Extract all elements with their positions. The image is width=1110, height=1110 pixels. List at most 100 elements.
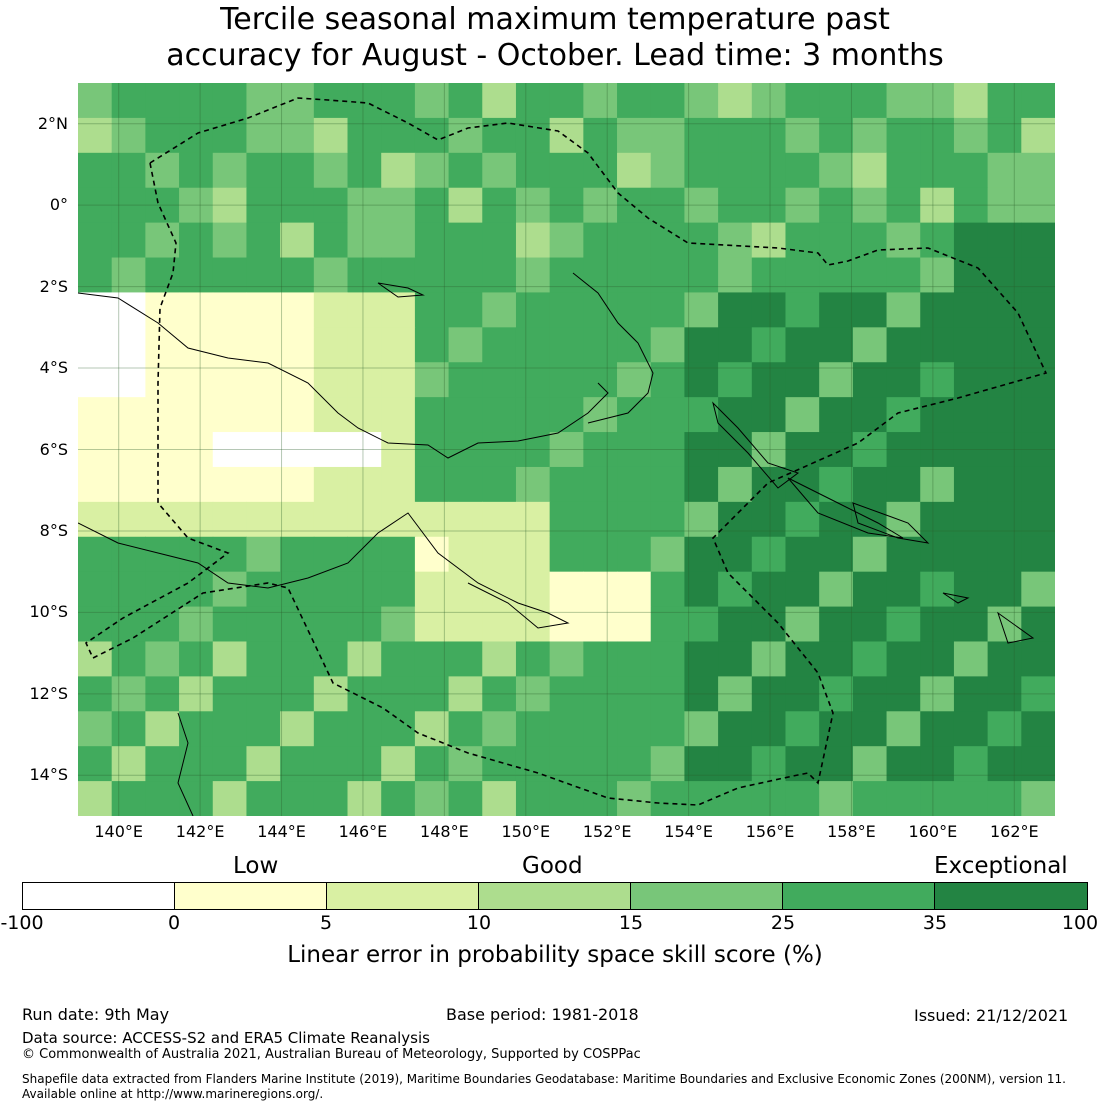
skill-cell xyxy=(718,292,753,328)
skill-cell xyxy=(684,781,719,816)
data-source: Data source: ACCESS-S2 and ERA5 Climate … xyxy=(22,1029,430,1047)
skill-cell xyxy=(718,152,753,189)
skill-cell xyxy=(179,187,214,224)
skill-cell xyxy=(280,117,315,154)
skill-cell xyxy=(920,781,955,816)
latitude-label: 10°S xyxy=(29,602,68,622)
skill-cell xyxy=(111,152,146,189)
colorbar-tick: 35 xyxy=(922,912,948,934)
colorbar-segment xyxy=(935,883,1087,909)
skill-cell xyxy=(819,501,854,538)
colorbar-tick: -100 xyxy=(0,912,44,934)
skill-cell xyxy=(482,606,517,642)
skill-cell xyxy=(852,536,888,573)
skill-cell xyxy=(246,711,281,747)
skill-cell xyxy=(347,432,382,468)
skill-cell xyxy=(953,571,989,608)
skill-cell xyxy=(347,327,382,363)
skill-cell xyxy=(414,676,450,712)
skill-cell xyxy=(179,432,214,468)
skill-cell xyxy=(111,397,146,433)
skill-cell xyxy=(549,466,584,503)
skill-cell xyxy=(280,466,315,503)
skill-cell xyxy=(920,466,955,503)
skill-cell xyxy=(179,397,214,433)
skill-cell xyxy=(381,83,416,119)
skill-cell xyxy=(549,781,584,816)
skill-cell xyxy=(819,222,854,259)
skill-cell xyxy=(1021,606,1055,642)
skill-cell xyxy=(246,746,281,782)
skill-cell xyxy=(482,327,517,363)
skill-cell xyxy=(414,187,450,224)
skill-cell xyxy=(448,711,483,747)
skill-cell xyxy=(246,781,281,816)
skill-cell xyxy=(280,571,315,608)
skill-cell xyxy=(414,711,450,747)
skill-cell xyxy=(953,83,989,119)
skill-cell xyxy=(953,466,989,503)
skill-cell xyxy=(953,327,989,363)
skill-cell xyxy=(347,676,382,712)
skill-cell xyxy=(280,536,315,573)
skill-cell xyxy=(549,641,584,677)
skill-cell xyxy=(448,571,483,608)
skill-cell xyxy=(920,257,955,293)
skill-cell xyxy=(718,257,753,293)
skill-cell xyxy=(1021,117,1055,154)
skill-cell xyxy=(718,676,753,712)
latitude-label: 2°N xyxy=(37,113,68,133)
skill-cell xyxy=(852,257,888,293)
skill-cell xyxy=(414,222,450,259)
skill-cell xyxy=(246,152,281,189)
skill-cell xyxy=(718,466,753,503)
coastlines xyxy=(78,272,1035,816)
colorbar-tick: 10 xyxy=(466,912,492,934)
skill-cell xyxy=(684,257,719,293)
skill-cell xyxy=(617,746,652,782)
skill-cell xyxy=(583,257,618,293)
skill-cell xyxy=(987,257,1022,293)
skill-cell xyxy=(448,536,483,573)
skill-cell xyxy=(583,327,618,363)
skill-cell xyxy=(684,292,719,328)
skill-cell xyxy=(515,397,551,433)
longitude-label: 146°E xyxy=(338,822,388,841)
skill-cell xyxy=(785,466,820,503)
skill-cell xyxy=(718,536,753,573)
skill-cell xyxy=(347,397,382,433)
skill-cell xyxy=(650,397,685,433)
skill-cell xyxy=(212,362,247,398)
skill-cell xyxy=(482,536,517,573)
skill-cell xyxy=(718,222,753,259)
shapefile-credit: Shapefile data extracted from Flanders M… xyxy=(22,1072,1066,1086)
latitude-label: 12°S xyxy=(29,683,68,703)
skill-cell xyxy=(313,152,349,189)
skill-cell xyxy=(583,397,618,433)
skill-cell xyxy=(886,432,921,468)
skill-cell xyxy=(920,83,955,119)
skill-cell xyxy=(414,781,450,816)
skill-cell xyxy=(179,606,214,642)
skill-cell xyxy=(414,362,450,398)
skill-cell xyxy=(617,362,652,398)
skill-cell xyxy=(212,746,247,782)
skill-cell xyxy=(785,397,820,433)
skill-cell xyxy=(246,432,281,468)
skill-cell xyxy=(617,222,652,259)
skill-cell xyxy=(381,362,416,398)
skill-cell xyxy=(212,781,247,816)
skill-cell xyxy=(414,432,450,468)
skill-cell xyxy=(650,83,685,119)
skill-cell xyxy=(617,676,652,712)
skill-cell xyxy=(145,152,180,189)
skill-cell xyxy=(482,501,517,538)
skill-cell xyxy=(111,571,146,608)
skill-cell xyxy=(347,606,382,642)
skill-cell xyxy=(145,292,180,328)
skill-cell xyxy=(684,152,719,189)
skill-cell xyxy=(987,117,1022,154)
skill-cell xyxy=(313,606,349,642)
skill-cell xyxy=(987,536,1022,573)
skill-cell xyxy=(280,327,315,363)
